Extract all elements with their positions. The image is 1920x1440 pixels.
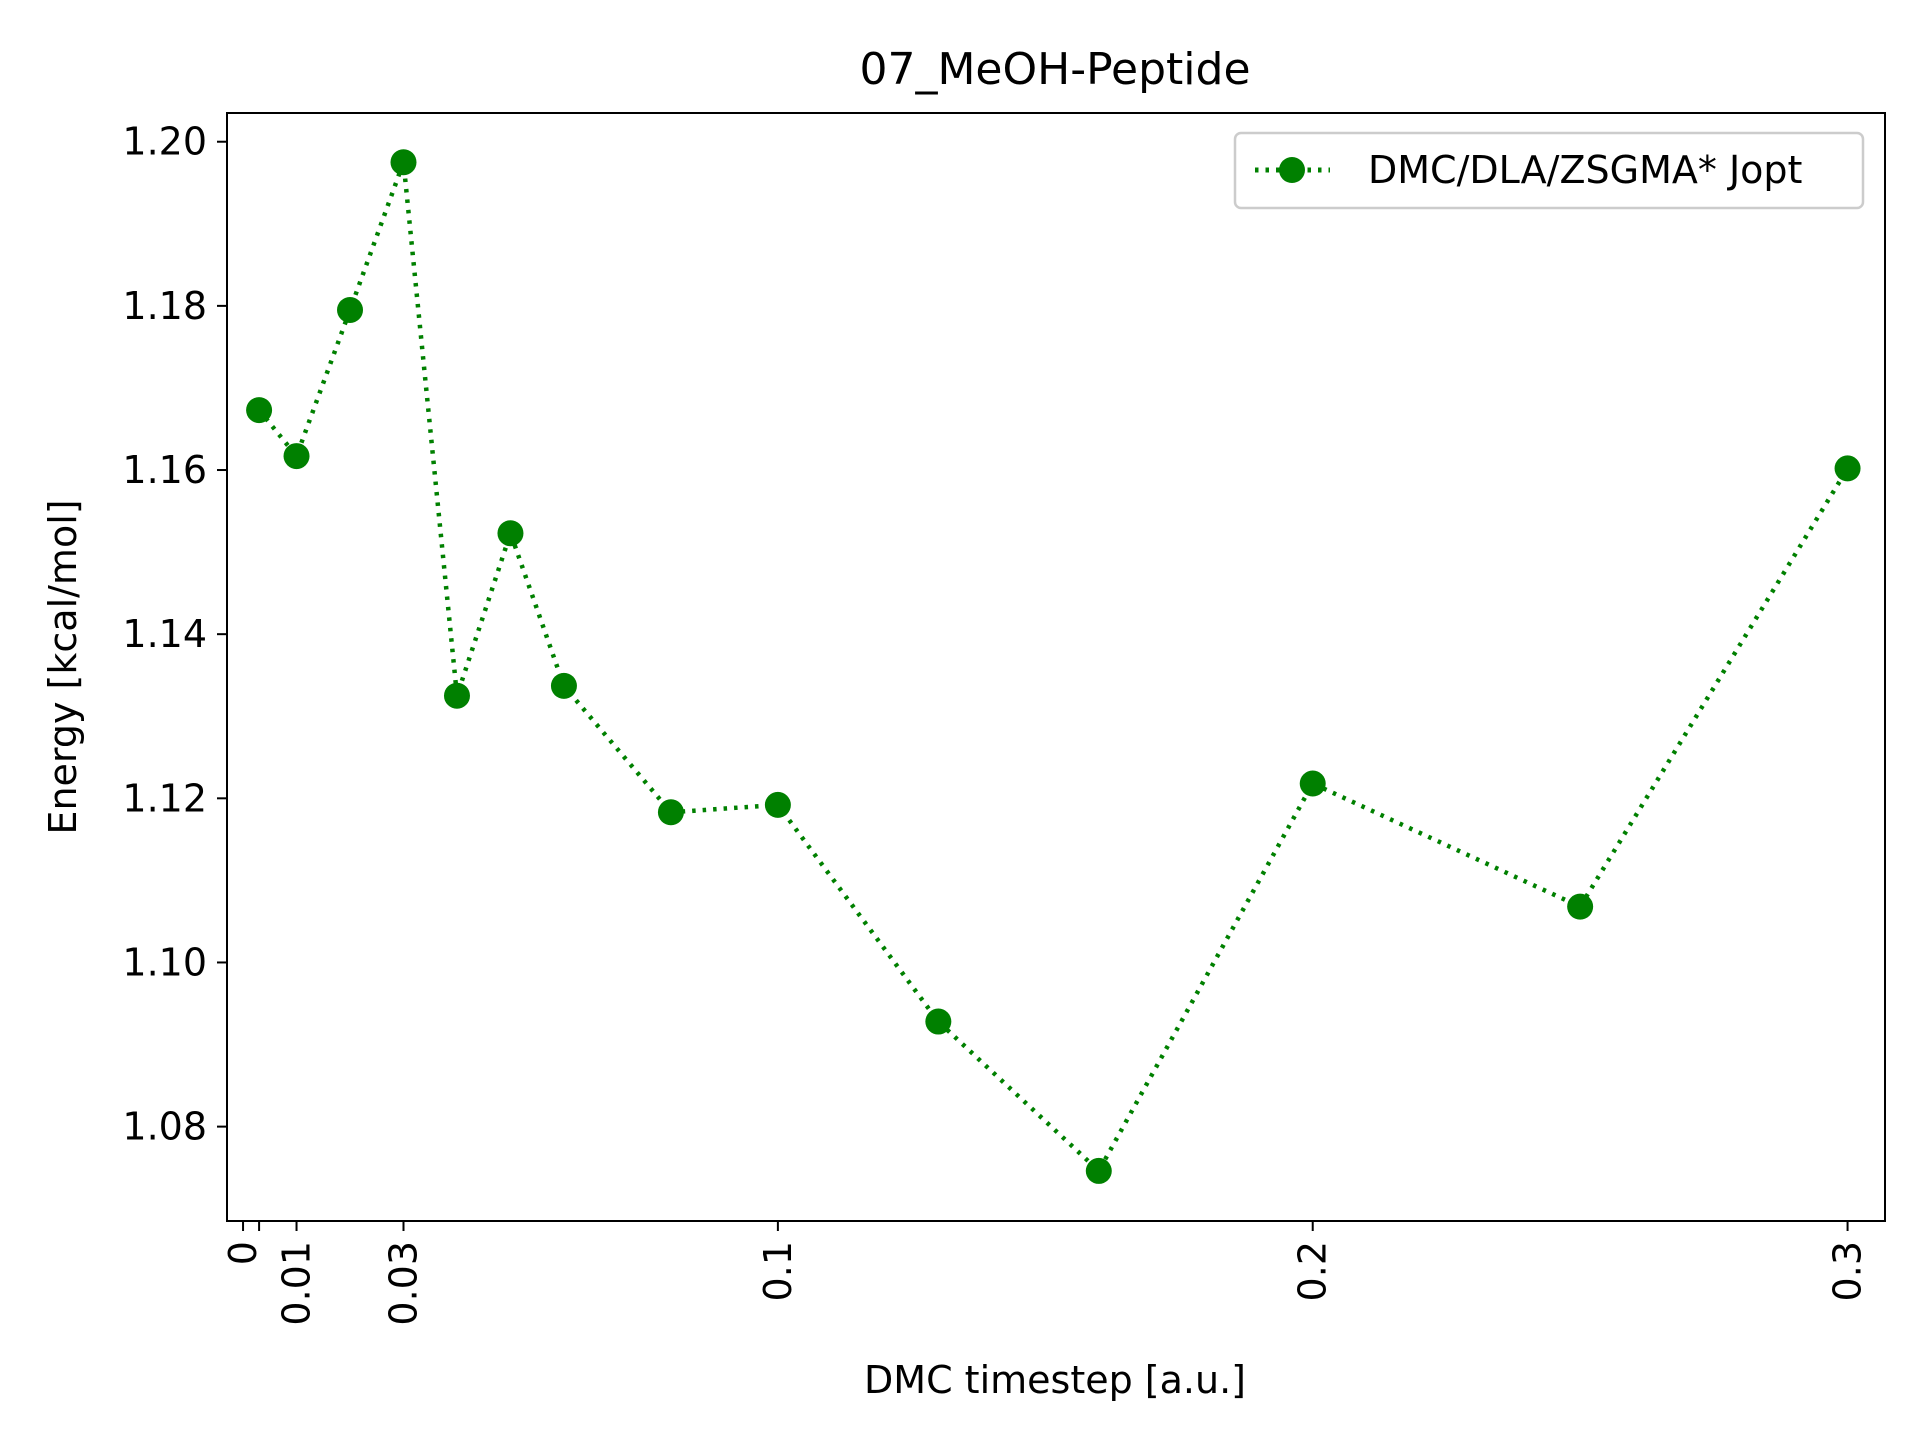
data-point: [1085, 1157, 1112, 1184]
x-tick-label: 0.2: [1291, 1241, 1335, 1301]
data-point: [283, 443, 310, 470]
x-tick-label: 0: [221, 1241, 265, 1265]
legend-marker: [1279, 157, 1305, 183]
plot-frame: [226, 112, 1886, 1222]
x-axis-label: DMC timestep [a.u.]: [864, 1358, 1246, 1402]
data-point: [1567, 893, 1594, 920]
data-point: [337, 296, 364, 323]
y-tick-label: 1.12: [122, 776, 207, 820]
data-point: [1299, 770, 1326, 797]
y-tick-label: 1.10: [122, 940, 207, 984]
y-axis-label: Energy [kcal/mol]: [41, 499, 85, 834]
x-tick-label: 0.3: [1826, 1241, 1870, 1301]
data-point: [764, 791, 791, 818]
data-point: [1834, 455, 1861, 482]
legend-label: DMC/DLA/ZSGMA* Jopt: [1368, 148, 1802, 192]
y-tick-label: 1.14: [122, 612, 207, 656]
y-tick-label: 1.18: [122, 284, 207, 328]
legend: DMC/DLA/ZSGMA* Jopt: [1233, 131, 1865, 210]
legend-box: [1233, 131, 1865, 210]
chart-title: 07_MeOH-Peptide: [859, 44, 1250, 95]
x-tick-label: 0.03: [381, 1241, 425, 1326]
data-point: [246, 397, 273, 424]
y-tick-label: 1.20: [122, 120, 207, 164]
data-point: [925, 1008, 952, 1035]
y-tick-label: 1.08: [122, 1105, 207, 1149]
data-point: [497, 520, 524, 547]
data-point: [657, 799, 684, 826]
y-tick-label: 1.16: [122, 448, 207, 492]
plot-area: 1.08 1.10 1.12 1.14 1.16 1.18 1.20 0 0.01 0.03 0.1…: [122, 112, 1886, 1326]
data-point: [390, 149, 417, 176]
data-point: [550, 672, 577, 699]
x-tick-label: 0.01: [275, 1241, 319, 1326]
data-point: [443, 682, 470, 709]
x-tick-label: 0.1: [756, 1241, 800, 1301]
series-line: [257, 161, 1850, 1175]
